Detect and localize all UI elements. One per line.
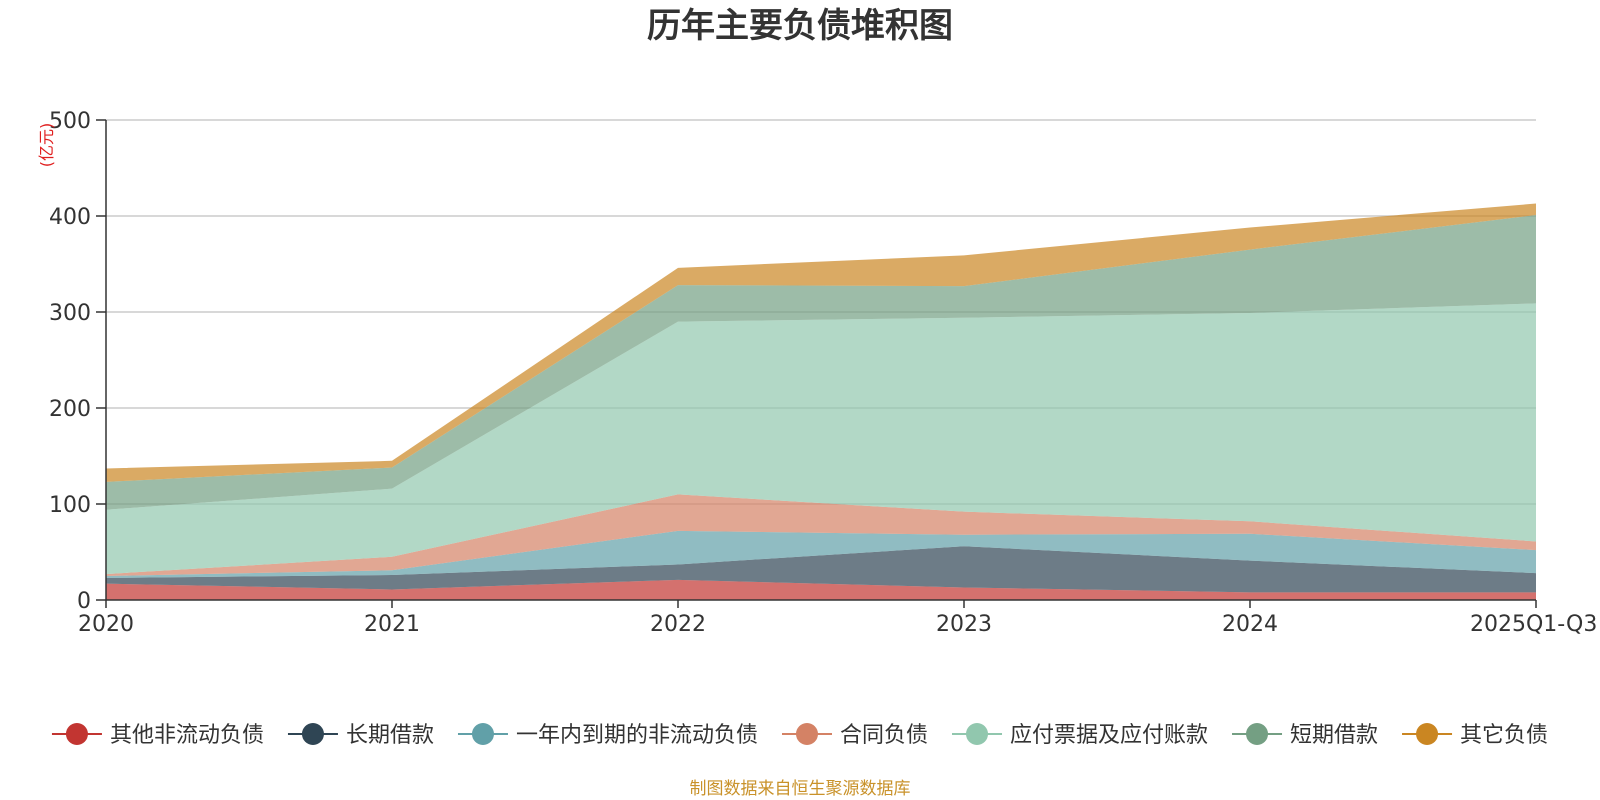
y-tick-label: 400	[49, 205, 91, 230]
y-tick-label: 300	[49, 301, 91, 326]
legend-marker	[1416, 723, 1439, 745]
legend-marker	[301, 723, 324, 745]
legend-item: 短期借款	[1232, 723, 1378, 748]
y-tick-label: 500	[49, 109, 91, 134]
x-tick-label: 2020	[78, 612, 134, 637]
legend-item: 一年内到期的非流动负债	[457, 723, 758, 748]
legend-marker	[795, 723, 818, 745]
y-tick-label: 200	[49, 397, 91, 422]
y-tick-label: 100	[49, 493, 91, 518]
axes: 0 100 200 300 400 500 2020 2021 2022 2023 2024 2025…	[49, 109, 1597, 637]
legend-label: 合同负债	[840, 723, 928, 748]
area-series	[106, 203, 1536, 600]
y-tick-label: 0	[77, 589, 91, 614]
legend-marker	[1246, 723, 1269, 745]
x-tick-label: 2025Q1-Q3	[1470, 612, 1597, 637]
area-一年内到期的非流动负债	[106, 530, 1536, 578]
legend-item: 应付票据及应付账款	[952, 723, 1208, 748]
chart-title: 历年主要负债堆积图	[647, 6, 953, 46]
legend: 其他非流动负债 长期借款 一年内到期的非流动负债 合同负债 应付票据及应付账款 短期借款 其…	[51, 723, 1548, 748]
area-合同负债	[106, 494, 1536, 576]
x-tick-label: 2024	[1222, 612, 1278, 637]
y-axis-unit-label: (亿元)	[37, 123, 56, 168]
area-应付票据及应付账款	[106, 303, 1536, 575]
area-其它负债	[106, 203, 1536, 482]
legend-marker	[65, 723, 88, 745]
legend-item: 合同负债	[781, 723, 928, 748]
legend-label: 其他非流动负债	[110, 723, 264, 748]
legend-label: 短期借款	[1290, 723, 1378, 748]
x-tick-label: 2021	[364, 612, 420, 637]
x-tick-label: 2022	[650, 612, 706, 637]
area-其他非流动负债	[106, 579, 1536, 600]
data-source-note: 制图数据来自恒生聚源数据库	[690, 779, 911, 799]
legend-item: 长期借款	[287, 723, 434, 748]
area-短期借款	[106, 215, 1536, 510]
legend-label: 其它负债	[1460, 723, 1548, 748]
legend-item: 其他非流动负债	[51, 723, 264, 748]
legend-item: 其它负债	[1402, 723, 1548, 748]
legend-marker	[966, 723, 989, 745]
legend-marker	[471, 723, 494, 745]
legend-label: 应付票据及应付账款	[1010, 723, 1208, 748]
legend-label: 一年内到期的非流动负债	[516, 723, 758, 748]
x-tick-label: 2023	[936, 612, 992, 637]
legend-label: 长期借款	[346, 723, 434, 748]
area-长期借款	[106, 546, 1536, 593]
